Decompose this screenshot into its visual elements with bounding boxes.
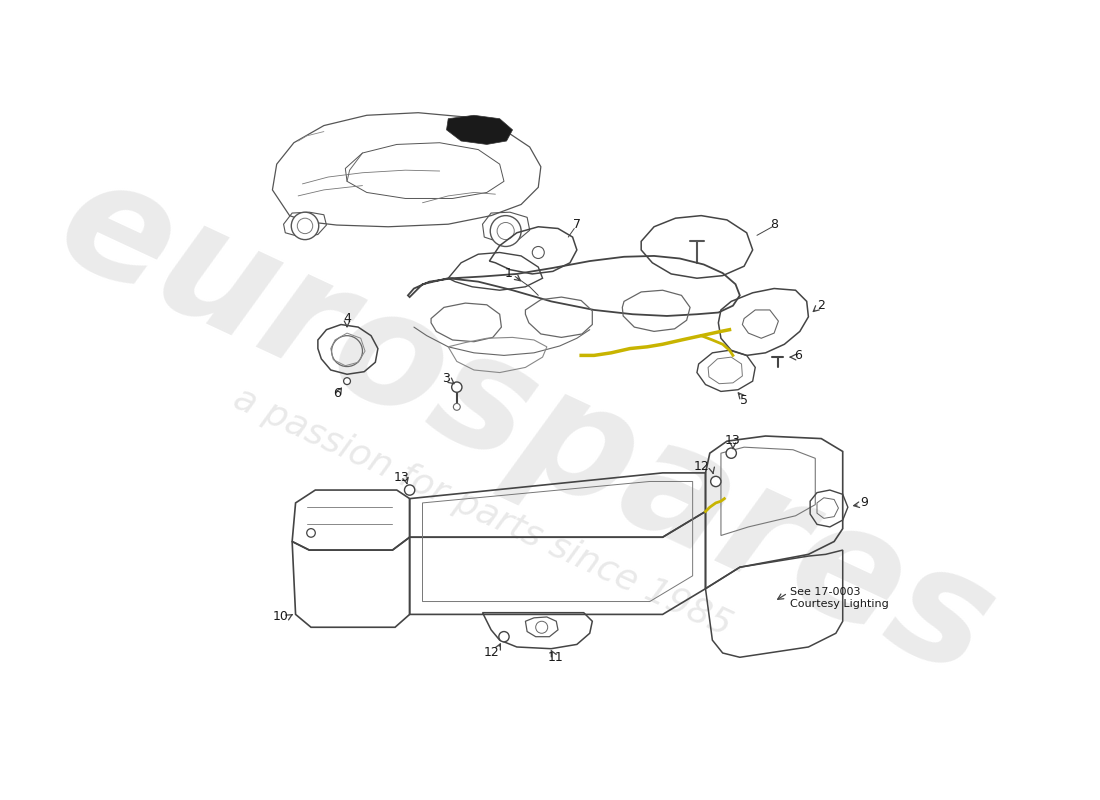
Circle shape xyxy=(497,222,515,240)
Text: 9: 9 xyxy=(860,497,868,510)
Text: See 17-0003
Courtesy Lighting: See 17-0003 Courtesy Lighting xyxy=(790,587,889,609)
Circle shape xyxy=(307,529,316,538)
Text: 1: 1 xyxy=(504,266,513,279)
Text: 6: 6 xyxy=(333,387,341,401)
Text: 8: 8 xyxy=(770,218,778,230)
Polygon shape xyxy=(447,115,513,145)
Text: 2: 2 xyxy=(817,299,825,312)
Text: eurospares: eurospares xyxy=(35,142,1016,710)
Text: 7: 7 xyxy=(573,218,581,230)
Circle shape xyxy=(491,216,521,246)
Text: 10: 10 xyxy=(273,610,289,622)
Circle shape xyxy=(405,485,415,495)
Text: 4: 4 xyxy=(343,312,351,325)
Circle shape xyxy=(498,631,509,642)
Text: 13: 13 xyxy=(725,434,740,447)
Text: 6: 6 xyxy=(794,349,802,362)
Circle shape xyxy=(292,212,319,240)
Circle shape xyxy=(532,246,544,258)
Text: 5: 5 xyxy=(740,394,748,406)
Circle shape xyxy=(343,378,351,385)
Text: 11: 11 xyxy=(548,650,563,664)
Text: 3: 3 xyxy=(442,372,450,385)
Circle shape xyxy=(726,448,736,458)
Circle shape xyxy=(297,218,312,234)
Circle shape xyxy=(452,382,462,392)
Text: a passion for parts since 1985: a passion for parts since 1985 xyxy=(228,381,737,642)
Text: 13: 13 xyxy=(393,470,409,484)
Circle shape xyxy=(453,403,460,410)
Circle shape xyxy=(711,476,720,486)
Text: 12: 12 xyxy=(483,646,499,659)
Text: 12: 12 xyxy=(693,460,710,474)
